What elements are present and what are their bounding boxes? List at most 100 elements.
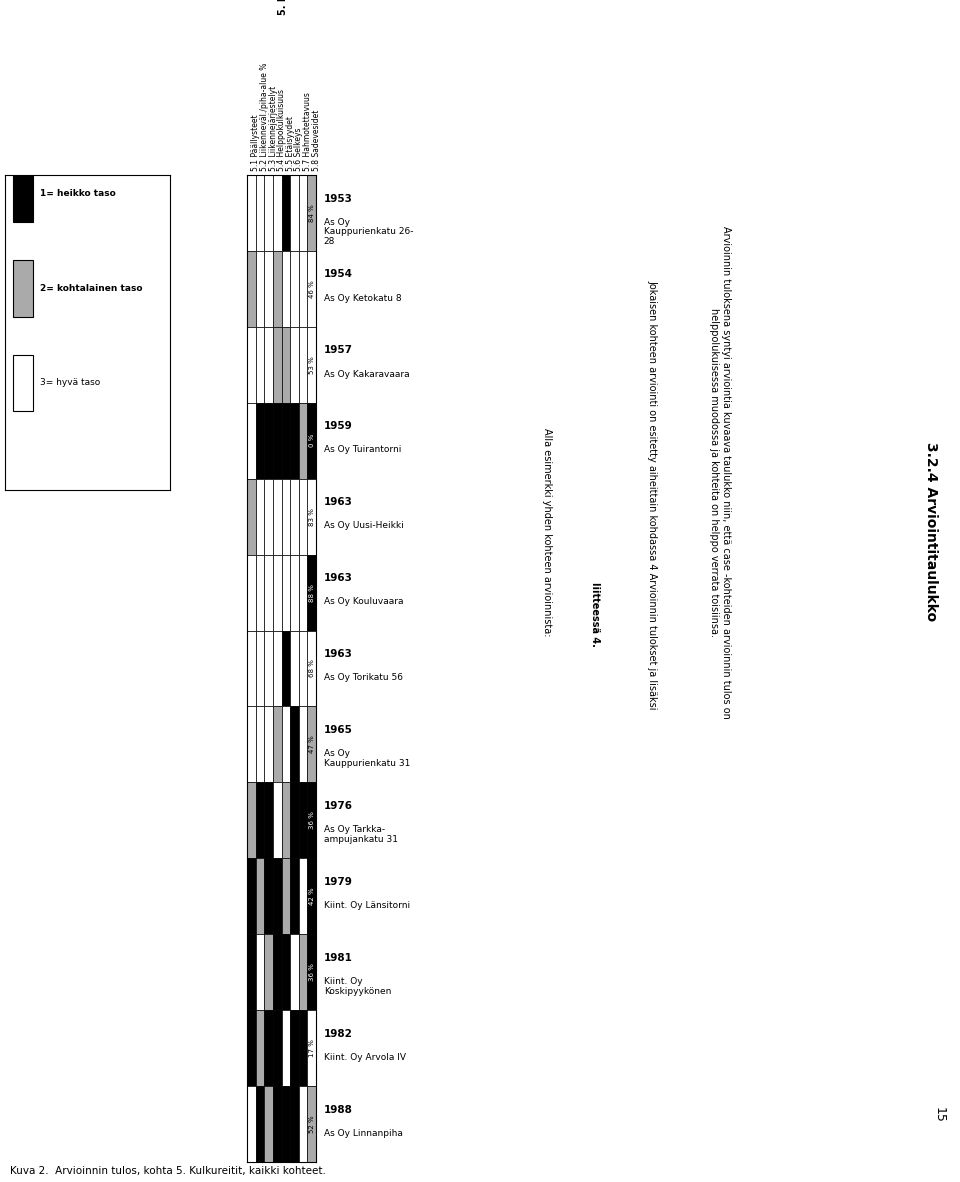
Text: 42 %: 42 %: [309, 888, 315, 905]
Bar: [299, 479, 307, 554]
Text: 1979: 1979: [324, 877, 352, 886]
Bar: [273, 403, 281, 479]
Text: As Oy Tarkka-
ampujankatu 31: As Oy Tarkka- ampujankatu 31: [324, 825, 397, 844]
Text: 3.2.4 Arviointitaulukko: 3.2.4 Arviointitaulukko: [924, 442, 938, 622]
Text: 1957: 1957: [324, 345, 352, 356]
Bar: [247, 630, 255, 707]
Text: 1954: 1954: [324, 269, 352, 279]
Bar: [281, 175, 290, 251]
Bar: [255, 707, 264, 782]
Bar: [299, 707, 307, 782]
Bar: [290, 858, 299, 934]
Bar: [255, 858, 264, 934]
Text: 47 %: 47 %: [309, 735, 315, 753]
Bar: [273, 554, 281, 630]
Bar: [264, 554, 273, 630]
Bar: [290, 479, 299, 554]
Bar: [255, 554, 264, 630]
Bar: [299, 1011, 307, 1086]
Text: As Oy Kakaravaara: As Oy Kakaravaara: [324, 370, 409, 378]
Bar: [307, 251, 316, 327]
Bar: [247, 782, 255, 858]
Text: 36 %: 36 %: [309, 963, 315, 981]
Bar: [307, 934, 316, 1011]
Bar: [255, 934, 264, 1011]
Text: 1988: 1988: [324, 1105, 352, 1115]
Text: 5. KULKUREITIT, PÄÄLLYSTEET: 5. KULKUREITIT, PÄÄLLYSTEET: [276, 0, 288, 15]
Bar: [281, 554, 290, 630]
Bar: [255, 479, 264, 554]
Text: 5.2 Liikenneväl./piha-alue %: 5.2 Liikenneväl./piha-alue %: [260, 63, 269, 171]
Bar: [281, 1011, 290, 1086]
Bar: [281, 782, 290, 858]
Text: Kiint. Oy Länsitorni: Kiint. Oy Länsitorni: [324, 901, 410, 910]
Bar: [290, 175, 299, 251]
Bar: [264, 934, 273, 1011]
Bar: [255, 327, 264, 403]
Text: As Oy Linnanpiha: As Oy Linnanpiha: [324, 1129, 402, 1138]
Bar: [299, 858, 307, 934]
Bar: [307, 554, 316, 630]
Bar: [264, 327, 273, 403]
Text: 5.4 Helppokulkuisuus: 5.4 Helppokulkuisuus: [277, 90, 286, 171]
Bar: [307, 1086, 316, 1162]
Bar: [290, 1086, 299, 1162]
Text: 1963: 1963: [324, 498, 352, 507]
Text: 5.8 Sadevesidet: 5.8 Sadevesidet: [312, 110, 321, 171]
Text: 84 %: 84 %: [309, 204, 315, 222]
Bar: [264, 707, 273, 782]
Bar: [273, 782, 281, 858]
Bar: [299, 630, 307, 707]
Bar: [273, 327, 281, 403]
Bar: [264, 630, 273, 707]
Bar: [247, 327, 255, 403]
Bar: [307, 630, 316, 707]
Bar: [281, 251, 290, 327]
Bar: [264, 782, 273, 858]
Bar: [281, 707, 290, 782]
Text: As Oy
Kauppurienkatu 26-
28: As Oy Kauppurienkatu 26- 28: [324, 217, 413, 246]
Bar: [281, 858, 290, 934]
Bar: [273, 934, 281, 1011]
Text: 5.5 Etäisyydet: 5.5 Etäisyydet: [286, 117, 295, 171]
Text: As Oy Torikatu 56: As Oy Torikatu 56: [324, 674, 402, 682]
Text: 1953: 1953: [324, 194, 352, 203]
Text: liitteessä 4.: liitteessä 4.: [590, 583, 600, 647]
Bar: [307, 1011, 316, 1086]
Text: 1963: 1963: [324, 573, 352, 583]
Bar: [281, 403, 290, 479]
Text: As Oy
Kauppurienkatu 31: As Oy Kauppurienkatu 31: [324, 749, 410, 768]
Text: 88 %: 88 %: [309, 584, 315, 602]
Bar: [273, 175, 281, 251]
Bar: [255, 1086, 264, 1162]
Text: 5.7 Hahmotettavuus: 5.7 Hahmotettavuus: [303, 92, 312, 171]
Bar: [13, 355, 33, 411]
Bar: [281, 630, 290, 707]
Text: As Oy Tuirantorni: As Oy Tuirantorni: [324, 446, 401, 454]
Text: 1976: 1976: [324, 801, 352, 811]
Text: 1965: 1965: [324, 725, 352, 735]
Text: 1963: 1963: [324, 649, 352, 660]
Bar: [299, 175, 307, 251]
Bar: [13, 260, 33, 317]
Text: 68 %: 68 %: [309, 660, 315, 677]
Text: Kuva 2.  Arvioinnin tulos, kohta 5. Kulkureitit, kaikki kohteet.: Kuva 2. Arvioinnin tulos, kohta 5. Kulku…: [10, 1167, 325, 1176]
Text: Jokaisen kohteen arviointi on esitetty aiheittain kohdassa 4 Arvioinnin tulokset: Jokaisen kohteen arviointi on esitetty a…: [648, 280, 658, 713]
Bar: [255, 403, 264, 479]
Bar: [307, 858, 316, 934]
Bar: [299, 251, 307, 327]
Bar: [255, 782, 264, 858]
Bar: [281, 479, 290, 554]
Text: Kiint. Oy Arvola IV: Kiint. Oy Arvola IV: [324, 1053, 406, 1061]
Text: 1982: 1982: [324, 1028, 352, 1039]
Bar: [273, 707, 281, 782]
Bar: [264, 403, 273, 479]
Bar: [290, 934, 299, 1011]
Bar: [255, 175, 264, 251]
Bar: [247, 707, 255, 782]
Bar: [290, 327, 299, 403]
Text: 1959: 1959: [324, 421, 352, 431]
Text: 53 %: 53 %: [309, 356, 315, 374]
Bar: [307, 327, 316, 403]
Bar: [273, 251, 281, 327]
